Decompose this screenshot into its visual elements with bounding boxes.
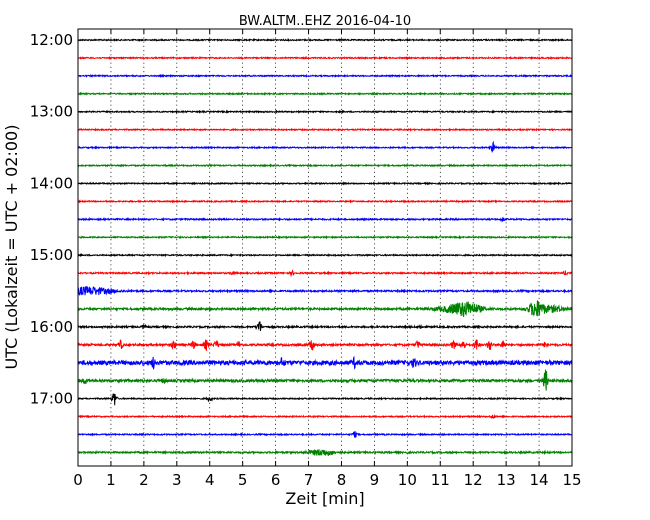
- x-tick-label: 15: [562, 471, 581, 489]
- x-tick-label: 2: [139, 471, 149, 489]
- x-tick-label: 10: [398, 471, 417, 489]
- trace-1345: [77, 163, 573, 168]
- trace-1530: [77, 286, 573, 296]
- trace-1700: [77, 393, 573, 406]
- y-axis-ticks: 12:00 13:00 14:00 15:00 16:00 17:00: [30, 31, 572, 408]
- x-tick-label: 12: [464, 471, 483, 489]
- trace-1445: [77, 235, 573, 240]
- x-tick-label: 7: [304, 471, 314, 489]
- trace-1300: [77, 109, 573, 114]
- trace-1430: [77, 216, 573, 223]
- trace-group: [77, 37, 573, 456]
- trace-1715: [77, 414, 573, 420]
- x-tick-label: 13: [497, 471, 516, 489]
- trace-1315: [77, 127, 573, 132]
- x-gridlines: [110, 29, 540, 466]
- x-tick-label: 0: [73, 471, 83, 489]
- trace-1415: [77, 199, 573, 204]
- trace-1200: [77, 37, 573, 43]
- x-tick-label: 11: [431, 471, 450, 489]
- x-tick-label: 1: [106, 471, 116, 489]
- y-tick-label: 16:00: [30, 318, 73, 336]
- y-tick-label: 13:00: [30, 103, 73, 121]
- x-tick-label: 14: [530, 471, 549, 489]
- x-tick-label: 9: [370, 471, 380, 489]
- trace-1330: [77, 140, 573, 153]
- trace-1630: [77, 355, 573, 370]
- y-tick-label: 14:00: [30, 174, 73, 192]
- y-tick-label: 17:00: [30, 390, 73, 408]
- trace-1600: [77, 320, 573, 332]
- trace-1515: [77, 269, 573, 278]
- y-axis-label: UTC (Lokalzeit = UTC + 02:00): [2, 125, 21, 370]
- y-tick-label: 15:00: [30, 246, 73, 264]
- y-tick-label: 12:00: [30, 31, 73, 49]
- x-tick-label: 5: [238, 471, 248, 489]
- trace-1745: [77, 449, 573, 456]
- trace-1230: [77, 73, 573, 78]
- trace-1245: [77, 91, 573, 97]
- trace-1545: [77, 300, 573, 318]
- x-axis-ticks: 0 1 2 3 4 5 6 7 8 9 10 11 12 13 14 15: [73, 29, 582, 489]
- trace-1500: [77, 252, 573, 258]
- chart-title: BW.ALTM..EHZ 2016-04-10: [239, 14, 411, 29]
- trace-1400: [77, 181, 573, 186]
- trace-1730: [77, 430, 573, 438]
- plot-frame: [77, 28, 573, 467]
- trace-1215: [77, 55, 573, 61]
- x-tick-label: 3: [172, 471, 182, 489]
- trace-1615: [77, 339, 573, 351]
- x-tick-label: 6: [271, 471, 281, 489]
- x-tick-label: 8: [337, 471, 347, 489]
- x-axis-label: Zeit [min]: [285, 489, 364, 508]
- trace-1645: [77, 369, 573, 391]
- x-tick-label: 4: [205, 471, 215, 489]
